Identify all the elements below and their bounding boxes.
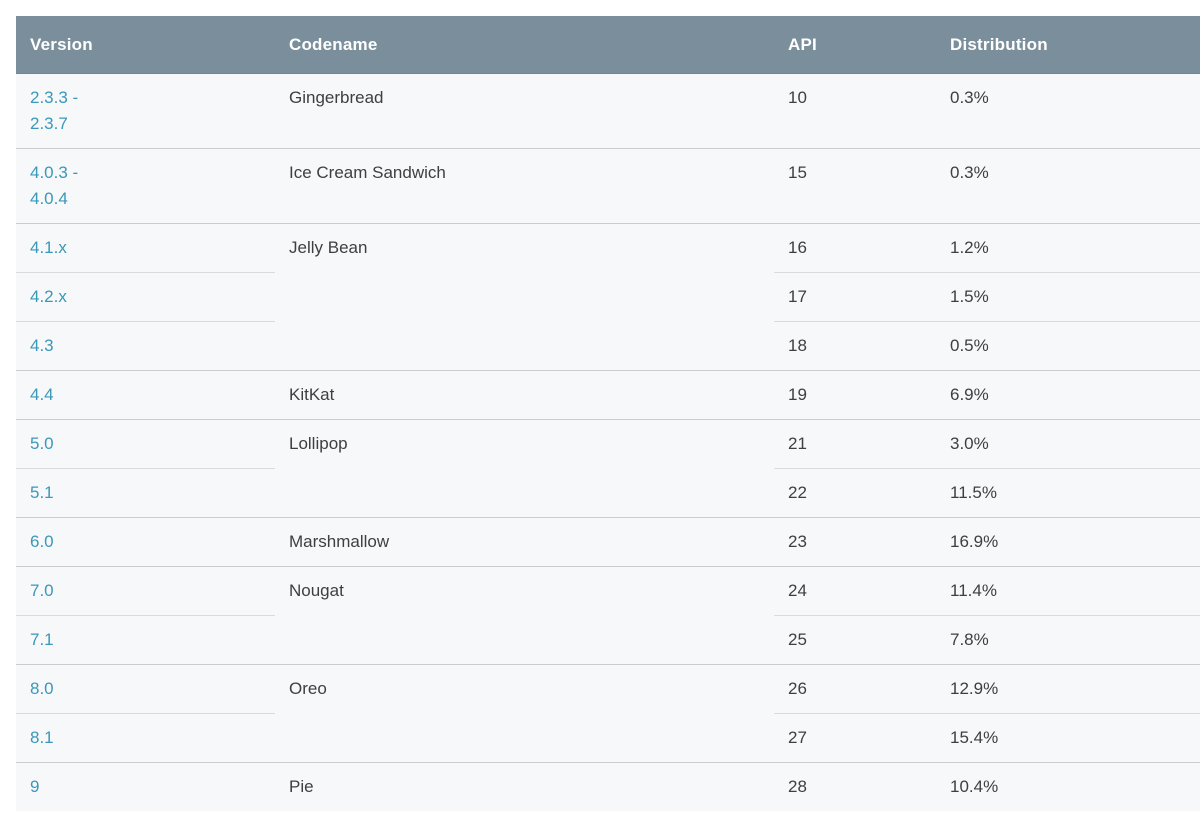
version-cell: 4.0.3 - 4.0.4 <box>16 148 275 224</box>
version-link[interactable]: 5.0 <box>30 434 54 453</box>
version-link[interactable]: 9 <box>30 777 40 796</box>
version-link[interactable]: 4.3 <box>30 336 54 355</box>
header-row: Version Codename API Distribution <box>16 16 1200 74</box>
version-cell: 7.0 <box>16 566 275 616</box>
version-link[interactable]: 4.0.3 - 4.0.4 <box>30 163 79 208</box>
api-cell: 16 <box>774 223 936 273</box>
version-cell: 7.1 <box>16 615 275 665</box>
api-cell: 28 <box>774 762 936 811</box>
api-cell: 19 <box>774 370 936 420</box>
distribution-cell: 1.2% <box>936 223 1200 273</box>
version-cell: 9 <box>16 762 275 811</box>
version-cell: 5.0 <box>16 419 275 469</box>
api-cell: 10 <box>774 73 936 149</box>
distribution-cell: 12.9% <box>936 664 1200 714</box>
table-row: 4.4 KitKat 19 6.9% <box>16 370 1200 420</box>
version-cell: 2.3.3 - 2.3.7 <box>16 73 275 149</box>
version-cell: 4.1.x <box>16 223 275 273</box>
table-row: 8.0 Oreo 26 12.9% <box>16 664 1200 763</box>
distribution-cell: 1.5% <box>936 272 1200 322</box>
distribution-cell: 15.4% <box>936 713 1200 763</box>
api-cell: 27 <box>774 713 936 763</box>
version-link[interactable]: 8.0 <box>30 679 54 698</box>
version-link[interactable]: 6.0 <box>30 532 54 551</box>
api-cell: 15 <box>774 148 936 224</box>
version-link[interactable]: 2.3.3 - 2.3.7 <box>30 88 79 133</box>
distribution-cell: 7.8% <box>936 615 1200 665</box>
version-link[interactable]: 4.4 <box>30 385 54 404</box>
codename-cell: KitKat <box>275 370 774 420</box>
distribution-cell: 11.5% <box>936 468 1200 518</box>
column-header-api: API <box>774 16 936 74</box>
distribution-cell: 0.3% <box>936 73 1200 149</box>
table-row: 9 Pie 28 10.4% <box>16 762 1200 811</box>
distribution-cell: 6.9% <box>936 370 1200 420</box>
distribution-cell: 0.3% <box>936 148 1200 224</box>
api-cell: 23 <box>774 517 936 567</box>
table-row: 5.1 22 11.5% <box>16 468 1200 518</box>
version-cell: 8.1 <box>16 713 275 763</box>
column-header-version: Version <box>16 16 275 74</box>
version-cell: 6.0 <box>16 517 275 567</box>
codename-cell: Pie <box>275 762 774 811</box>
table-body: 2.3.3 - 2.3.7 Gingerbread 10 0.3% 4.0.3 - 4.… <box>16 73 1200 811</box>
table-row: 4.3 18 0.5% <box>16 321 1200 371</box>
version-link[interactable]: 4.2.x <box>30 287 67 306</box>
table-row: 2.3.3 - 2.3.7 Gingerbread 10 0.3% <box>16 73 1200 149</box>
table-row: 7.1 25 7.8% <box>16 615 1200 665</box>
table-row: 4.0.3 - 4.0.4 Ice Cream Sandwich 15 0.3% <box>16 148 1200 224</box>
version-link[interactable]: 8.1 <box>30 728 54 747</box>
codename-cell: Lollipop <box>275 419 774 518</box>
api-cell: 17 <box>774 272 936 322</box>
column-header-codename: Codename <box>275 16 774 74</box>
api-cell: 22 <box>774 468 936 518</box>
table-row: 4.1.x Jelly Bean 16 1.2% <box>16 223 1200 371</box>
version-link[interactable]: 7.1 <box>30 630 54 649</box>
version-cell: 8.0 <box>16 664 275 714</box>
distribution-cell: 3.0% <box>936 419 1200 469</box>
table-row: 5.0 Lollipop 21 3.0% <box>16 419 1200 518</box>
codename-cell: Gingerbread <box>275 73 774 149</box>
codename-cell: Oreo <box>275 664 774 763</box>
version-cell: 4.2.x <box>16 272 275 322</box>
distribution-cell: 10.4% <box>936 762 1200 811</box>
table-row: 8.1 27 15.4% <box>16 713 1200 763</box>
distribution-cell: 0.5% <box>936 321 1200 371</box>
version-link[interactable]: 5.1 <box>30 483 54 502</box>
table-row: 6.0 Marshmallow 23 16.9% <box>16 517 1200 567</box>
table-header: Version Codename API Distribution <box>16 16 1200 74</box>
version-cell: 4.4 <box>16 370 275 420</box>
distribution-cell: 11.4% <box>936 566 1200 616</box>
codename-cell: Ice Cream Sandwich <box>275 148 774 224</box>
column-header-distribution: Distribution <box>936 16 1200 74</box>
api-cell: 25 <box>774 615 936 665</box>
distribution-cell: 16.9% <box>936 517 1200 567</box>
api-cell: 26 <box>774 664 936 714</box>
android-distribution-table: Version Codename API Distribution 2.3.3 … <box>16 16 1200 811</box>
version-cell: 5.1 <box>16 468 275 518</box>
api-cell: 21 <box>774 419 936 469</box>
version-cell: 4.3 <box>16 321 275 371</box>
version-link[interactable]: 4.1.x <box>30 238 67 257</box>
table-row: 4.2.x 17 1.5% <box>16 272 1200 322</box>
codename-cell: Jelly Bean <box>275 223 774 371</box>
api-cell: 18 <box>774 321 936 371</box>
table-row: 7.0 Nougat 24 11.4% <box>16 566 1200 665</box>
codename-cell: Nougat <box>275 566 774 665</box>
api-cell: 24 <box>774 566 936 616</box>
version-link[interactable]: 7.0 <box>30 581 54 600</box>
codename-cell: Marshmallow <box>275 517 774 567</box>
